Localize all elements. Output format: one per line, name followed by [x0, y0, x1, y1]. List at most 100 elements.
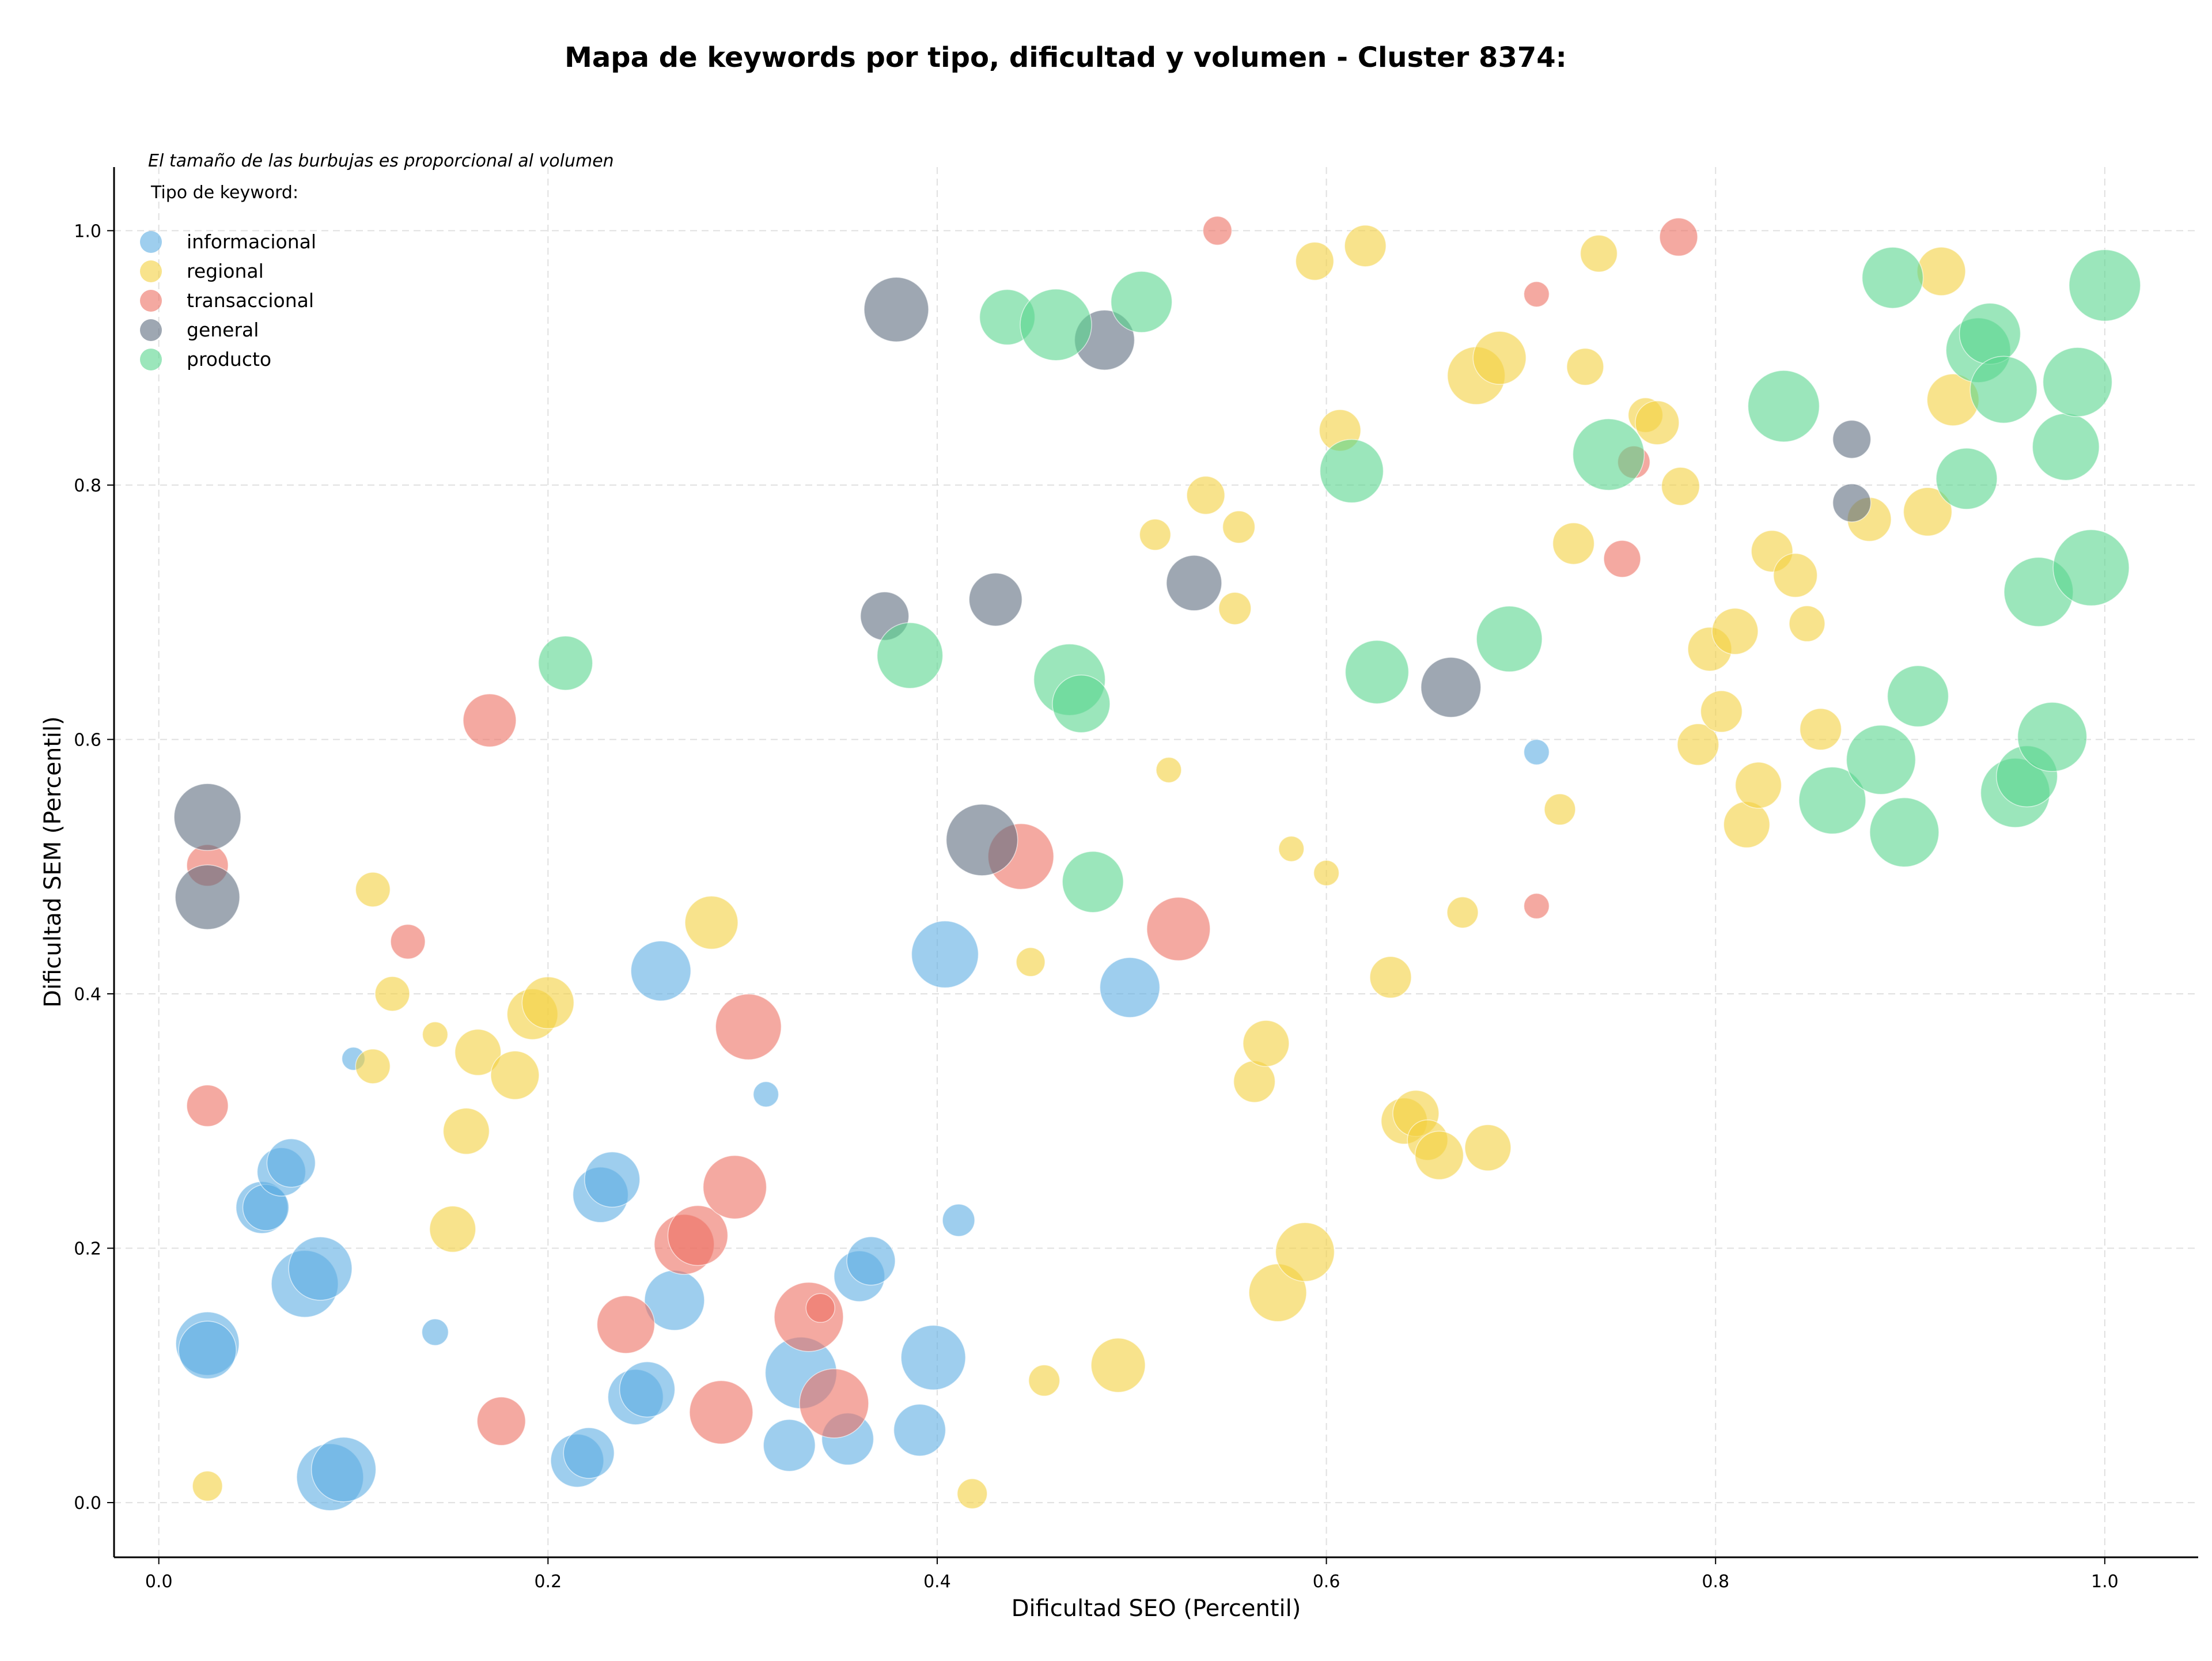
point-regional-26: [1295, 241, 1335, 281]
point-producto-0: [537, 635, 593, 691]
legend-marker-general: [140, 319, 162, 341]
point-producto-5: [1052, 674, 1111, 733]
point-regional-38: [1472, 331, 1527, 385]
legend: informacional regional transaccional genera…: [140, 230, 316, 370]
x-tick-label-4: 0.8: [1702, 1572, 1729, 1592]
point-informacional-15: [584, 1151, 641, 1208]
point-regional-20: [1222, 510, 1256, 544]
point-transaccional-5: [596, 1295, 656, 1354]
point-transaccional-3: [463, 693, 517, 748]
y-tick-label-3: 0.6: [74, 730, 101, 750]
point-producto-27: [2042, 347, 2113, 417]
point-informacional-30: [1099, 957, 1161, 1018]
point-transaccional-0: [186, 1084, 229, 1127]
y-tick-label-4: 0.8: [74, 476, 101, 496]
point-informacional-7: [288, 1236, 353, 1301]
point-regional-41: [1566, 347, 1604, 386]
point-regional-15: [1090, 1337, 1146, 1393]
point-regional-30: [1369, 956, 1412, 999]
legend-marker-transaccional: [140, 290, 162, 312]
point-informacional-21: [763, 1418, 816, 1472]
series-regional: [192, 225, 1980, 1509]
point-regional-12: [957, 1478, 988, 1509]
point-regional-50: [1723, 801, 1771, 849]
legend-label-producto: producto: [187, 348, 271, 370]
point-transaccional-8: [689, 1380, 753, 1445]
point-general-10: [1832, 483, 1872, 523]
legend-marker-regional: [140, 260, 162, 282]
point-transaccional-16: [1202, 215, 1233, 246]
point-producto-17: [1887, 665, 1949, 728]
point-regional-19: [1218, 592, 1252, 625]
point-regional-42: [1580, 234, 1618, 273]
point-producto-20: [1959, 302, 2021, 365]
legend-marker-producto: [140, 349, 162, 370]
point-producto-3: [1020, 289, 1092, 361]
point-general-8: [1421, 657, 1482, 718]
point-producto-29: [2069, 249, 2141, 322]
series-informacional: [175, 739, 1550, 1511]
x-tick-label-1: 0.2: [534, 1572, 562, 1592]
point-producto-8: [1319, 438, 1384, 504]
point-regional-2: [355, 1049, 391, 1084]
point-producto-18: [1936, 448, 1998, 510]
point-informacional-5: [266, 1138, 316, 1188]
legend-label-general: general: [187, 319, 259, 341]
point-transaccional-9: [702, 1155, 767, 1220]
point-transaccional-21: [1659, 217, 1698, 257]
legend-marker-informacional: [140, 231, 162, 253]
point-informacional-1: [178, 1321, 237, 1379]
legend-label-transaccional: transaccional: [187, 289, 314, 312]
point-regional-1: [355, 872, 391, 907]
chart-title: Mapa de keywords por tipo, dificultad y …: [565, 41, 1567, 74]
y-tick-label-0: 0.0: [74, 1493, 101, 1514]
point-producto-16: [1869, 797, 1940, 868]
point-regional-29: [1344, 225, 1387, 267]
point-producto-12: [1747, 370, 1820, 442]
point-transaccional-2: [390, 924, 426, 960]
series-producto: [537, 247, 2141, 913]
point-transaccional-12: [805, 1293, 836, 1323]
point-general-1: [175, 864, 240, 930]
point-regional-51: [1734, 762, 1782, 809]
point-regional-34: [1414, 1130, 1464, 1181]
point-regional-53: [1772, 553, 1818, 598]
point-informacional-27: [900, 1325, 966, 1391]
point-regional-40: [1552, 522, 1595, 565]
bubble-size-note: El tamaño de las burbujas es proporciona…: [148, 151, 614, 171]
point-informacional-9: [310, 1436, 377, 1503]
point-regional-14: [1028, 1364, 1060, 1397]
legend-label-regional: regional: [187, 260, 264, 282]
point-regional-57: [1903, 487, 1953, 537]
point-informacional-13: [563, 1427, 615, 1479]
point-transaccional-4: [476, 1397, 527, 1446]
point-regional-8: [490, 1050, 540, 1100]
point-general-0: [173, 783, 241, 851]
point-general-9: [1832, 419, 1872, 459]
point-regional-13: [1016, 947, 1046, 977]
point-regional-24: [1278, 835, 1305, 862]
point-informacional-28: [911, 920, 979, 989]
point-general-4: [968, 572, 1023, 627]
point-transaccional-17: [1523, 281, 1550, 308]
x-tick-label-0: 0.0: [145, 1572, 173, 1592]
y-tick-label-5: 1.0: [74, 221, 101, 241]
x-tick-label-5: 1.0: [2091, 1572, 2119, 1592]
point-regional-18: [1186, 475, 1225, 515]
x-tick-label-2: 0.4: [923, 1572, 951, 1592]
point-regional-49: [1711, 608, 1759, 655]
grid-lines: [114, 167, 2198, 1557]
legend-title: Tipo de keyword:: [150, 183, 298, 203]
point-regional-11: [684, 895, 738, 950]
point-producto-26: [2032, 413, 2100, 481]
point-regional-17: [1156, 756, 1182, 784]
point-regional-5: [429, 1205, 476, 1253]
point-producto-14: [1846, 725, 1916, 795]
point-transaccional-18: [1523, 892, 1550, 920]
point-producto-28: [2052, 529, 2130, 607]
y-tick-label-2: 0.4: [74, 985, 101, 1005]
point-regional-4: [422, 1021, 449, 1048]
point-regional-37: [1464, 1124, 1512, 1171]
x-axis-label: Dificultad SEO (Percentil): [1012, 1595, 1301, 1622]
